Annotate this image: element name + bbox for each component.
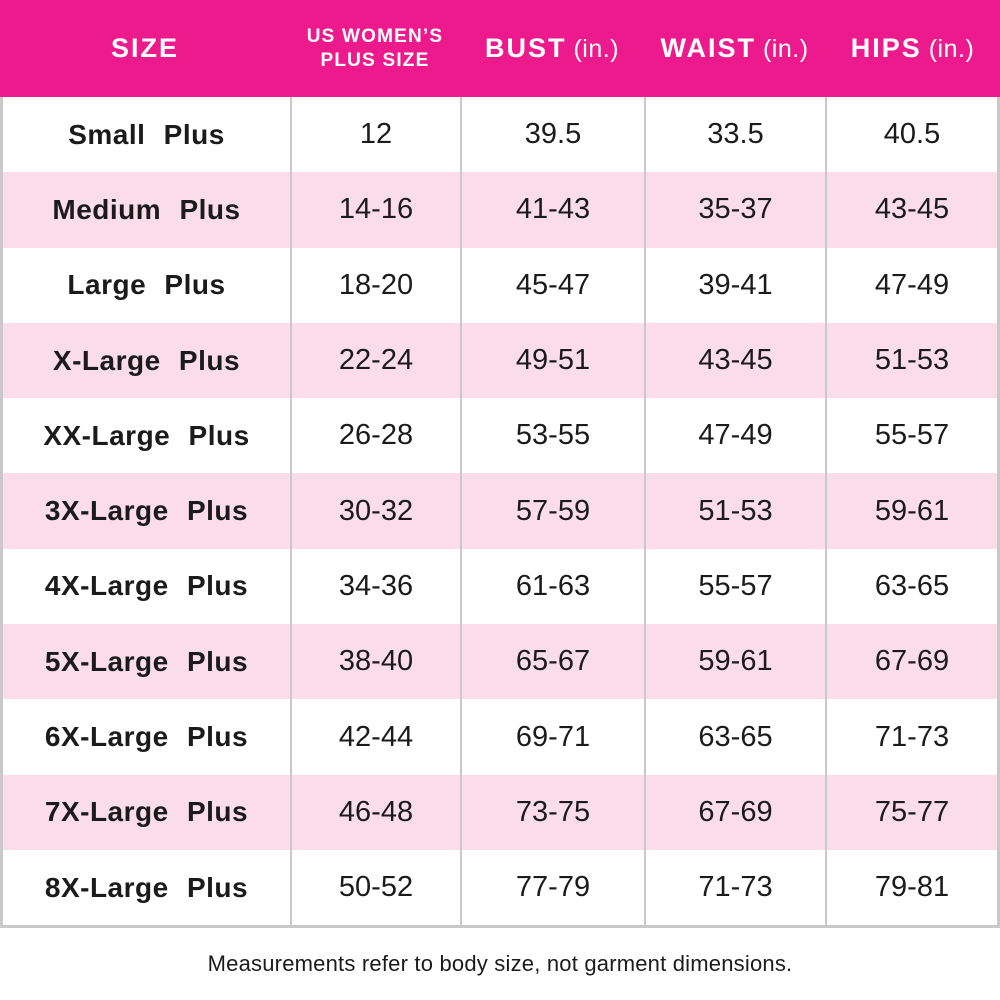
- header-hips-label: HIPS: [850, 33, 922, 63]
- size-cell: Small Plus: [68, 118, 225, 150]
- table-row: XX-Large Plus 26-28 53-55 47-49 55-57: [3, 398, 997, 474]
- us-plus-size-cell: 22-24: [290, 322, 460, 399]
- size-cell: Medium Plus: [52, 193, 241, 225]
- waist-cell: 33.5: [644, 97, 825, 173]
- bust-cell: 73-75: [460, 774, 644, 850]
- bust-cell: 49-51: [460, 322, 644, 399]
- footnote: Measurements refer to body size, not gar…: [207, 951, 793, 977]
- size-cell: 7X-Large Plus: [44, 796, 249, 828]
- header-hips-unit: (in.): [928, 35, 975, 63]
- bust-cell: 57-59: [460, 473, 644, 549]
- table-row: X-Large Plus 22-24 49-51 43-45 51-53: [3, 322, 997, 399]
- waist-cell: 59-61: [644, 624, 825, 700]
- us-plus-size-cell: 42-44: [290, 699, 460, 775]
- hips-cell: 55-57: [825, 398, 997, 474]
- header-waist: WAIST (in.): [644, 33, 825, 64]
- waist-cell: 55-57: [644, 548, 825, 625]
- us-plus-size-cell: 18-20: [290, 247, 460, 323]
- bust-cell: 41-43: [460, 172, 644, 248]
- waist-cell: 63-65: [644, 699, 825, 775]
- waist-cell: 67-69: [644, 774, 825, 850]
- size-cell: Large Plus: [67, 269, 226, 301]
- header-us-plus-size: US WOMEN’S PLUS SIZE: [290, 25, 460, 73]
- hips-cell: 40.5: [825, 97, 997, 173]
- header-bust-label: BUST: [484, 33, 567, 63]
- size-cell: 6X-Large Plus: [44, 721, 249, 753]
- us-plus-size-cell: 34-36: [290, 548, 460, 625]
- header-hips: HIPS (in.): [825, 33, 1000, 64]
- header-waist-unit: (in.): [762, 35, 809, 63]
- header-size: SIZE: [0, 33, 290, 64]
- size-cell: 4X-Large Plus: [44, 570, 249, 602]
- table-row: Small Plus 12 39.5 33.5 40.5: [3, 97, 997, 173]
- bust-cell: 69-71: [460, 699, 644, 775]
- us-plus-size-cell: 14-16: [290, 172, 460, 248]
- header-us-line2: PLUS SIZE: [320, 49, 430, 71]
- hips-cell: 63-65: [825, 548, 997, 625]
- bust-cell: 77-79: [460, 849, 644, 926]
- hips-cell: 67-69: [825, 624, 997, 700]
- table-body: Small Plus 12 39.5 33.5 40.5 Medium Plus…: [0, 97, 1000, 929]
- bust-cell: 65-67: [460, 624, 644, 700]
- table-row: Medium Plus 14-16 41-43 35-37 43-45: [3, 172, 997, 248]
- waist-cell: 39-41: [644, 247, 825, 323]
- waist-cell: 35-37: [644, 172, 825, 248]
- header-bust-unit: (in.): [573, 35, 620, 63]
- us-plus-size-cell: 26-28: [290, 398, 460, 474]
- table-row: 4X-Large Plus 34-36 61-63 55-57 63-65: [3, 548, 997, 625]
- hips-cell: 71-73: [825, 699, 997, 775]
- header-waist-label: WAIST: [660, 33, 756, 63]
- bust-cell: 45-47: [460, 247, 644, 323]
- hips-cell: 43-45: [825, 172, 997, 248]
- hips-cell: 51-53: [825, 322, 997, 399]
- header-size-label: SIZE: [110, 33, 179, 63]
- size-cell: XX-Large Plus: [43, 419, 250, 451]
- bust-cell: 61-63: [460, 548, 644, 625]
- size-cell: X-Large Plus: [52, 344, 241, 376]
- hips-cell: 79-81: [825, 849, 997, 926]
- table-row: Large Plus 18-20 45-47 39-41 47-49: [3, 247, 997, 323]
- table-row: 5X-Large Plus 38-40 65-67 59-61 67-69: [3, 624, 997, 700]
- bust-cell: 53-55: [460, 398, 644, 474]
- header-bust: BUST (in.): [460, 33, 644, 64]
- waist-cell: 43-45: [644, 322, 825, 399]
- table-row: 6X-Large Plus 42-44 69-71 63-65 71-73: [3, 699, 997, 775]
- size-cell: 3X-Large Plus: [44, 495, 249, 527]
- us-plus-size-cell: 30-32: [290, 473, 460, 549]
- waist-cell: 47-49: [644, 398, 825, 474]
- hips-cell: 59-61: [825, 473, 997, 549]
- hips-cell: 75-77: [825, 774, 997, 850]
- us-plus-size-cell: 12: [290, 97, 460, 173]
- waist-cell: 71-73: [644, 849, 825, 926]
- us-plus-size-cell: 38-40: [290, 624, 460, 700]
- us-plus-size-cell: 50-52: [290, 849, 460, 926]
- size-cell: 8X-Large Plus: [44, 871, 249, 903]
- us-plus-size-cell: 46-48: [290, 774, 460, 850]
- table-row: 7X-Large Plus 46-48 73-75 67-69 75-77: [3, 774, 997, 850]
- table-row: 8X-Large Plus 50-52 77-79 71-73 79-81: [3, 849, 997, 926]
- table-row: 3X-Large Plus 30-32 57-59 51-53 59-61: [3, 473, 997, 549]
- bust-cell: 39.5: [460, 97, 644, 173]
- hips-cell: 47-49: [825, 247, 997, 323]
- header-us-line1: US WOMEN’S: [306, 25, 444, 47]
- waist-cell: 51-53: [644, 473, 825, 549]
- size-cell: 5X-Large Plus: [44, 645, 249, 677]
- table-header-row: SIZE US WOMEN’S PLUS SIZE BUST (in.) WAIS…: [0, 0, 1000, 97]
